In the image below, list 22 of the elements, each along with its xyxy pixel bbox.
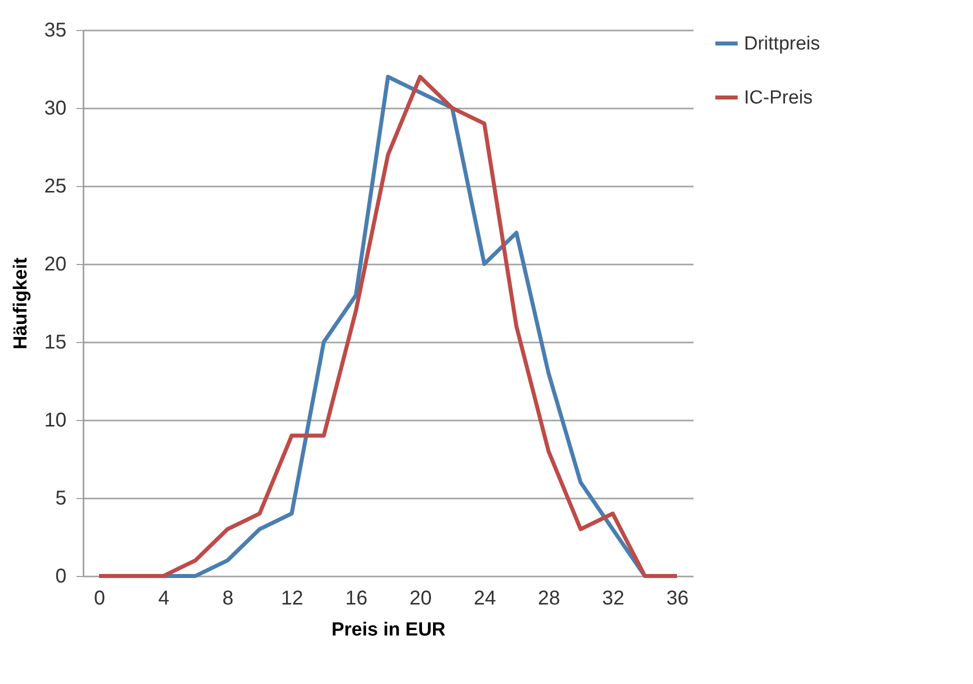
y-tick-label: 5 — [55, 488, 66, 510]
x-tick-label: 4 — [158, 588, 170, 610]
x-tick-label: 32 — [602, 588, 624, 610]
y-tick-label: 0 — [55, 566, 66, 588]
x-tick-label: 36 — [666, 588, 689, 610]
x-tick-label: 20 — [409, 588, 432, 610]
x-tick-label: 28 — [538, 588, 560, 610]
x-tick-label: 12 — [281, 588, 304, 610]
y-axis-title: Häufigkeit — [10, 256, 32, 350]
y-tick-label: 20 — [44, 254, 66, 276]
x-tick-label: 8 — [222, 588, 234, 610]
legend-label: Drittpreis — [744, 34, 820, 54]
x-axis-title: Preis in EUR — [331, 620, 446, 640]
y-tick-label: 30 — [44, 98, 66, 120]
x-tick-label: 16 — [345, 588, 368, 610]
x-tick-label: 0 — [94, 588, 106, 610]
y-tick-label: 10 — [44, 410, 66, 432]
y-tick-label: 35 — [44, 20, 66, 42]
legend-label: IC-Preis — [744, 88, 813, 108]
y-tick-label: 25 — [44, 176, 66, 198]
y-tick-label: 15 — [44, 332, 66, 354]
x-tick-label: 24 — [474, 588, 496, 610]
